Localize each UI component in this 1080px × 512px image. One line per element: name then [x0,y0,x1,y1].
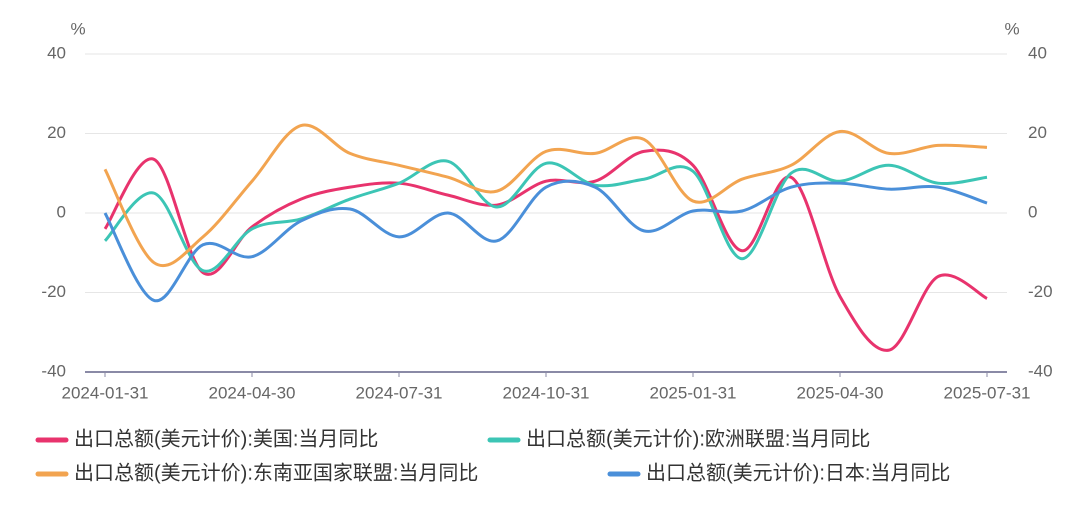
y-tick-label: -20 [41,282,66,301]
x-tick-label: 2025-04-30 [797,383,884,402]
y2-unit: % [1004,19,1019,38]
x-tick-label: 2025-01-31 [650,383,737,402]
x-tick-label: 2024-01-31 [62,383,149,402]
y-unit: % [70,19,85,38]
series-line [103,123,988,268]
series-line [103,159,988,273]
legend-label: 出口总额(美元计价):美国:当月同比 [74,427,378,450]
y2-tick-label: 40 [1028,43,1047,62]
y-tick-label: 40 [47,43,66,62]
y-tick-label: 20 [47,123,66,142]
x-tick-label: 2024-04-30 [209,383,296,402]
y2-tick-label: -20 [1028,282,1053,301]
legend-label: 出口总额(美元计价):东南亚国家联盟:当月同比 [74,461,478,484]
x-tick-label: 2024-07-31 [356,383,443,402]
x-tick-label: 2024-10-31 [503,383,590,402]
y2-tick-label: -40 [1028,361,1053,380]
legend-label: 出口总额(美元计价):日本:当月同比 [646,461,950,484]
legend-label: 出口总额(美元计价):欧洲联盟:当月同比 [526,427,870,450]
series-line [103,179,988,302]
series-line [103,148,988,352]
y-tick-label: -40 [41,361,66,380]
y-tick-label: 0 [57,202,66,221]
y2-tick-label: 20 [1028,123,1047,142]
y2-tick-label: 0 [1028,202,1037,221]
x-tick-label: 2025-07-31 [944,383,1031,402]
